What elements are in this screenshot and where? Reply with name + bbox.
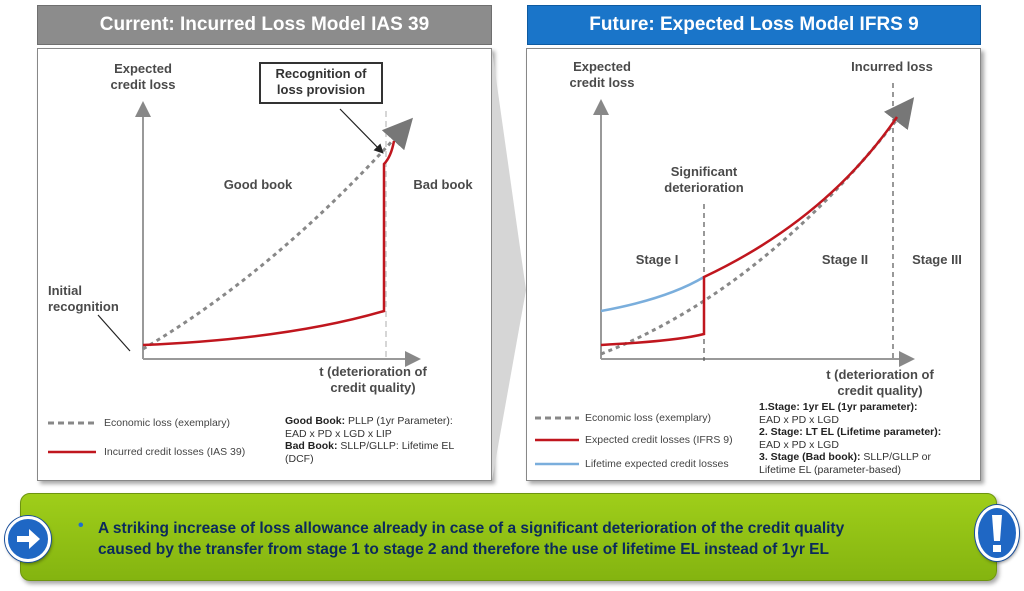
right-legend-lifetime: Lifetime expected credit losses [585,458,729,470]
right-stage2-label: Stage II [821,252,869,267]
left-good-book-label: Good book [223,177,293,192]
right-diagram [535,83,915,466]
left-x-axis-label: t (deterioration of credit quality) [319,364,427,395]
right-lifetime-el-line [600,275,705,313]
left-legend-incurred: Incurred credit losses (IAS 39) [104,446,246,458]
left-diagram [48,101,421,454]
right-panel-header: Future: Expected Loss Model IFRS 9 [527,5,981,45]
left-callout-box: Recognition of loss provision [259,62,383,104]
right-y-axis-label: Expected credit loss [569,59,635,90]
left-callout-arrow [339,108,384,154]
right-panel: Expected credit loss Incurred loss Signif… [526,48,981,481]
panel-connector [492,50,526,480]
left-legend-economic: Economic loss (exemplary) [104,417,231,429]
left-panel: Expected credit loss Recognition of loss p… [37,48,492,481]
left-incurred-loss-line [142,140,396,347]
left-bad-book-label: Bad book [413,177,473,192]
right-stage3-label: Stage III [912,252,962,267]
left-initial-arrow [97,314,131,352]
right-x-axis-label: t (deterioration of credit quality) [826,367,934,398]
left-formula: Good Book: PLLP (1yr Parameter): EAD x P… [285,415,455,465]
right-legend-expected: Expected credit losses (IFRS 9) [585,434,733,446]
right-stage1-label: Stage I [635,252,679,267]
right-expected-loss-line [600,116,899,347]
right-economic-loss-line [600,97,915,356]
right-incurred-loss-label: Incurred loss [851,59,933,74]
arrow-right-icon [5,516,51,562]
exclamation-icon [975,505,1019,561]
conclusion-banner [20,493,997,581]
left-initial-recognition-label: Initial recognition [48,283,119,314]
right-formula: 1.Stage: 1yr EL (1yr parameter): EAD x P… [759,401,942,476]
right-legend-economic: Economic loss (exemplary) [585,412,712,424]
left-panel-header: Current: Incurred Loss Model IAS 39 [37,5,492,45]
left-y-axis-label: Expected credit loss [110,61,176,92]
banner-bullet: • [78,517,84,534]
right-significant-label: Significant deterioration [664,164,744,195]
banner-text: A striking increase of loss allowance al… [98,520,845,558]
left-economic-loss-line [142,117,413,351]
